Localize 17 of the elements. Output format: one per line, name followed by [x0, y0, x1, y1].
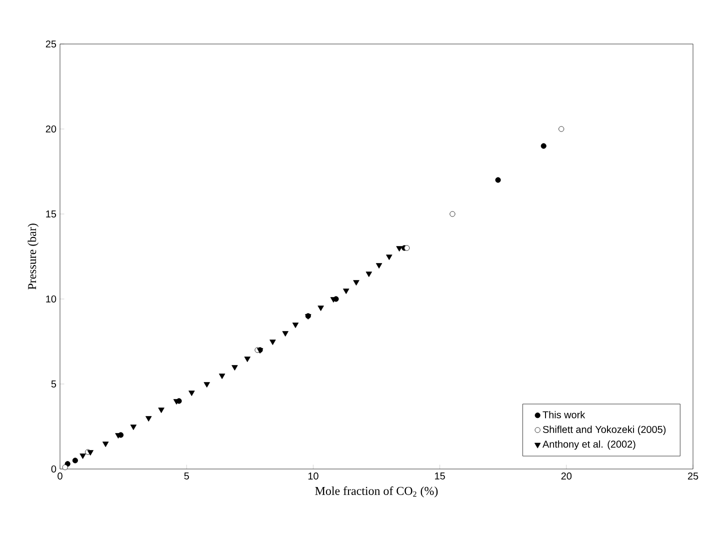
x-tick-label: 15 — [435, 472, 445, 480]
legend-label: This work — [542, 410, 586, 418]
y-axis-title: Pressure (bar) — [28, 224, 39, 290]
x-tick-label: 5 — [184, 472, 189, 480]
x-axis-title: Mole fraction of CO$_{2}$ (%) — [315, 486, 438, 498]
y-tick-label: 0 — [51, 465, 56, 473]
legend-label: Anthony et al. (2002) — [542, 440, 636, 450]
legend-label: Shiflett and Yokozeki (2005) — [542, 426, 666, 435]
y-tick-label: 20 — [46, 125, 56, 133]
y-tick-label: 10 — [46, 295, 56, 303]
x-tick-label: 25 — [688, 472, 698, 480]
x-tick-label: 10 — [308, 472, 318, 480]
x-tick-label: 0 — [58, 472, 62, 480]
y-tick-label: 5 — [51, 380, 56, 388]
y-tick-label: 15 — [46, 210, 56, 218]
x-tick-label: 20 — [561, 472, 572, 480]
y-tick-label: 25 — [46, 40, 56, 48]
